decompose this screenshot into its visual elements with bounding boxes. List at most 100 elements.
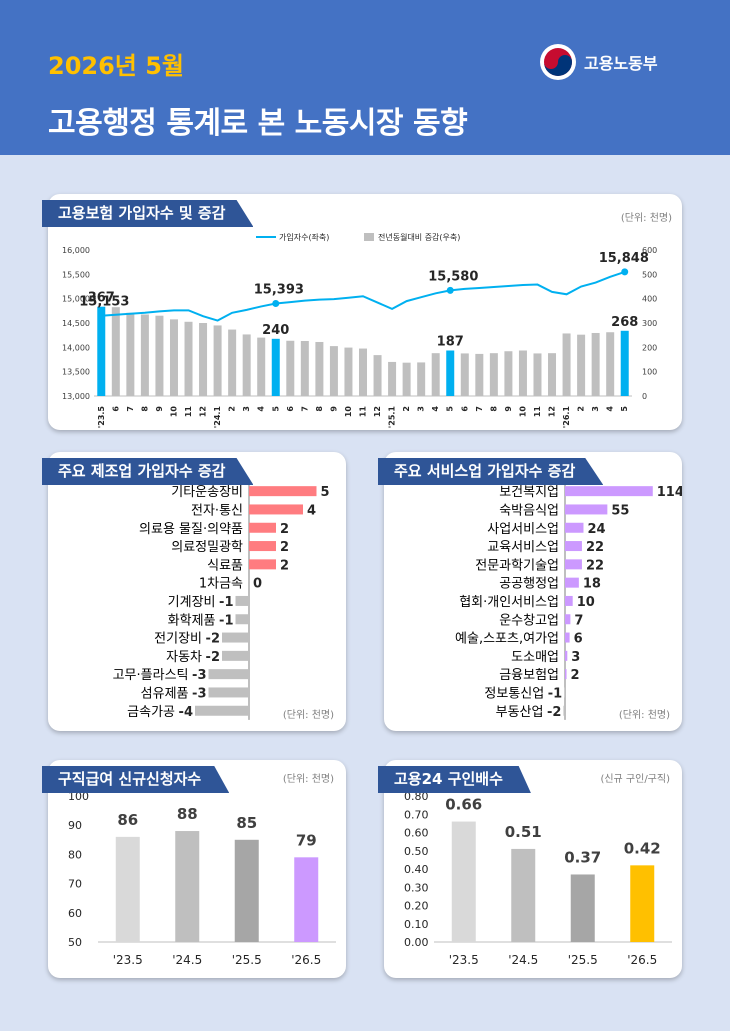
y-tick-label: 0.60 <box>404 827 429 840</box>
y-left-tick-label: 15,000 <box>62 295 90 304</box>
x-tick-label: 10 <box>169 406 178 418</box>
change-bar <box>606 332 615 396</box>
x-tick-label: '26.5 <box>627 953 657 967</box>
hbar-value-label: -3 <box>192 668 206 683</box>
x-tick-label: 6 <box>460 406 469 412</box>
hbar-category-label: 기계장비 <box>168 595 216 610</box>
hbar <box>208 687 249 698</box>
change-bar <box>548 353 557 396</box>
x-tick-label: '25.5 <box>568 953 598 967</box>
hbar <box>195 705 249 716</box>
hbar-category-label: 전기장비 <box>154 632 202 647</box>
column-value-label: 0.37 <box>564 848 601 866</box>
column-value-label: 0.42 <box>624 839 661 857</box>
hbar <box>563 705 565 716</box>
hbar-value-label: -2 <box>547 705 561 720</box>
column-value-label: 79 <box>296 831 317 849</box>
hbar-category-label: 화학제품 <box>168 613 216 628</box>
x-tick-label: 2 <box>228 406 237 412</box>
manufacturing-panel-title: 주요 제조업 가입자수 증감 <box>42 458 254 485</box>
x-tick-label: 9 <box>155 406 164 412</box>
y-right-tick-label: 300 <box>642 319 657 328</box>
hbar-category-label: 숙박음식업 <box>499 503 559 518</box>
hbar-value-label: 18 <box>583 577 601 592</box>
openings-unit: (신규 구인/구직) <box>600 774 670 785</box>
x-tick-label: '23.5 <box>113 953 143 967</box>
subscriber-marker <box>446 286 454 294</box>
change-bar <box>97 306 106 396</box>
x-tick-label: 6 <box>111 406 120 412</box>
hbar <box>208 669 249 680</box>
hbar-category-label: 공공행정업 <box>499 576 559 592</box>
change-value-label: 240 <box>262 323 289 338</box>
ministry-name: 고용노동부 <box>584 54 658 73</box>
hbar <box>565 669 567 680</box>
column-bar <box>511 848 536 942</box>
change-bar <box>300 341 309 396</box>
jobseeking-panel-title: 구직급여 신규신청자수 <box>42 766 230 793</box>
hbar-value-label: -3 <box>192 686 206 701</box>
hbar-category-label: 섬유제품 <box>141 686 189 701</box>
y-left-tick-label: 13,500 <box>62 368 90 377</box>
hbar-value-label: 24 <box>587 522 605 537</box>
hbar-value-label: -1 <box>548 686 562 701</box>
change-bar <box>242 334 251 396</box>
x-tick-label: '24.1 <box>213 406 222 429</box>
hbar-category-label: 고무·플라스틱 <box>113 668 189 683</box>
openings-chart: 0.00 0.10 0.20 0.30 0.40 0.50 0.60 0.70 0.80 0.66… <box>404 790 672 967</box>
y-left-tick-label: 13,000 <box>62 392 90 401</box>
x-tick-label: 5 <box>620 406 629 412</box>
hbar-value-label: 22 <box>586 558 604 573</box>
hbar-value-label: 10 <box>577 595 595 610</box>
hbar-value-label: -2 <box>206 650 220 665</box>
x-tick-label: '23.5 <box>449 953 479 967</box>
x-tick-label: '25.5 <box>232 953 262 967</box>
report-title: 고용행정 통계로 본 노동시장 동향 <box>48 106 468 141</box>
services-chart: 114 보건복지업 55 숙박음식업 24 사업서비스업 22 교육서비스업 22 전문과학기술업… <box>455 482 682 720</box>
hbar-value-label: -1 <box>219 613 233 628</box>
y-right-tick-label: 0 <box>642 392 647 401</box>
hbar <box>249 541 276 552</box>
y-tick-label: 50 <box>68 936 82 949</box>
y-right-tick-label: 100 <box>642 368 657 377</box>
jobseeking-chart: 50 60 70 80 90 100 86 '23.5 88 '24.5 85 '25.5 79 '26.… <box>68 790 336 967</box>
subscriber-value-label: 15,580 <box>428 269 478 284</box>
hbar-category-label: 교육서비스업 <box>487 540 559 555</box>
hbar <box>565 650 568 661</box>
manufacturing-panel: 5 기타운송장비 4 전자·통신 2 의료용 물질·의약품 2 의료정밀광학 2 식료품 0 1차금속… <box>42 452 346 731</box>
hbar-category-label: 기타운송장비 <box>171 485 243 500</box>
hbar-value-label: 7 <box>574 613 583 628</box>
openings-panel-title: 고용24 구인배수 <box>378 766 531 793</box>
change-bar <box>155 315 164 396</box>
change-bar <box>286 340 295 396</box>
services-panel: 114 보건복지업 55 숙박음식업 24 사업서비스업 22 교육서비스업 22 전문과학기술업… <box>378 452 682 731</box>
hbar <box>235 614 249 625</box>
change-bar <box>329 346 338 396</box>
x-tick-label: 4 <box>606 406 615 412</box>
x-tick-label: 8 <box>315 406 324 412</box>
hbar-value-label: -1 <box>219 595 233 610</box>
column-bar <box>630 865 655 942</box>
hbar-category-label: 부동산업 <box>496 705 544 720</box>
manufacturing-unit: (단위: 천명) <box>282 710 334 721</box>
change-bar <box>126 312 135 396</box>
y-tick-label: 0.70 <box>404 808 429 821</box>
legend-label-subscribers: 가입자수(좌축) <box>279 233 329 242</box>
x-tick-label: 10 <box>518 406 527 418</box>
change-bar <box>518 350 527 396</box>
column-value-label: 0.66 <box>445 796 482 814</box>
subscriber-marker <box>621 268 629 276</box>
hbar <box>249 559 276 570</box>
hbar <box>564 687 565 698</box>
x-tick-label: '23.5 <box>97 406 106 429</box>
x-tick-label: 4 <box>431 406 440 412</box>
y-tick-label: 0.80 <box>404 790 429 803</box>
column-value-label: 85 <box>236 814 257 832</box>
y-tick-label: 80 <box>68 848 82 861</box>
change-value-label: 187 <box>437 334 464 349</box>
change-bar <box>577 334 586 396</box>
change-bar <box>373 355 382 396</box>
insurance-chart: 13,000 13,500 14,000 14,500 15,000 15,500 16,0… <box>62 232 657 429</box>
subscriber-value-label: 15,393 <box>254 283 304 298</box>
hbar-value-label: 6 <box>574 632 583 647</box>
